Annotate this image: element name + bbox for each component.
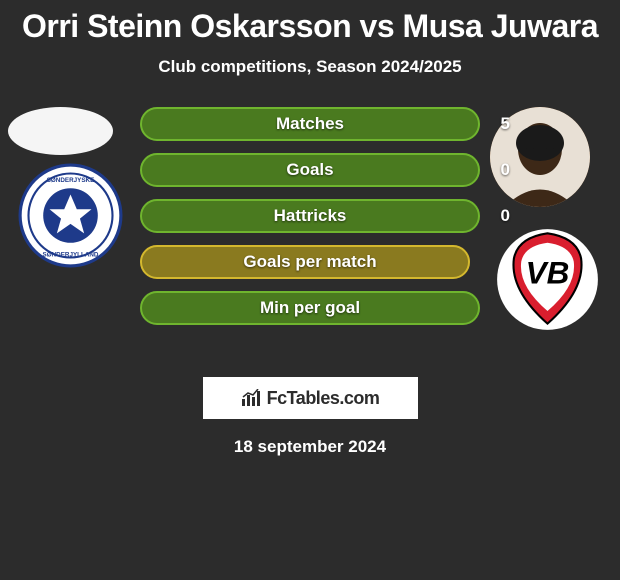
player-left-avatar bbox=[8, 107, 113, 155]
stat-row: Matches5 bbox=[140, 107, 480, 141]
club-left-badge: SØNDERJYSKE SØNDERJYLLAND bbox=[18, 163, 123, 268]
brand-text: FcTables.com bbox=[267, 388, 380, 409]
stat-row: Hattricks0 bbox=[140, 199, 480, 233]
stat-row: Goals per match bbox=[140, 245, 480, 279]
stat-bar bbox=[140, 291, 480, 325]
subtitle: Club competitions, Season 2024/2025 bbox=[0, 57, 620, 77]
stat-value: 0 bbox=[501, 153, 510, 187]
stat-bar bbox=[140, 245, 470, 279]
stat-bars: Matches5 Goals0 Hattricks0 Goals per match M… bbox=[140, 107, 480, 337]
svg-text:SØNDERJYSKE: SØNDERJYSKE bbox=[47, 177, 95, 184]
svg-text:VB: VB bbox=[526, 255, 570, 291]
svg-text:SØNDERJYLLAND: SØNDERJYLLAND bbox=[43, 251, 99, 258]
brand-footer: FcTables.com bbox=[203, 377, 418, 419]
club-right-badge: VB bbox=[495, 227, 600, 332]
page-title: Orri Steinn Oskarsson vs Musa Juwara bbox=[0, 8, 620, 45]
stat-bar bbox=[140, 153, 480, 187]
stat-value: 5 bbox=[501, 107, 510, 141]
stat-bar bbox=[140, 199, 480, 233]
comparison-card: Orri Steinn Oskarsson vs Musa Juwara Clu… bbox=[0, 0, 620, 457]
main-area: SØNDERJYSKE SØNDERJYLLAND VB Matches bbox=[0, 107, 620, 367]
stat-bar bbox=[140, 107, 480, 141]
stat-value: 0 bbox=[501, 199, 510, 233]
stat-row: Goals0 bbox=[140, 153, 480, 187]
stat-row: Min per goal bbox=[140, 291, 480, 325]
chart-icon bbox=[241, 389, 263, 407]
date-line: 18 september 2024 bbox=[0, 437, 620, 457]
